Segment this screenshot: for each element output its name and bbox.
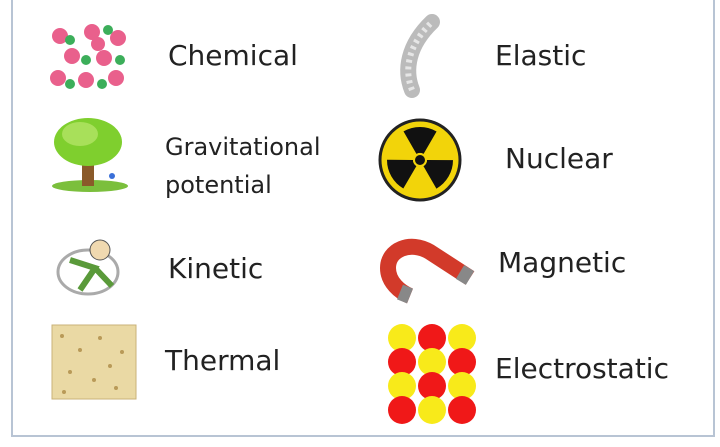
energy-label: Chemical — [168, 39, 298, 72]
energy-label: Electrostatic — [495, 352, 669, 385]
energy-label: Gravitational — [165, 133, 321, 161]
energy-label: potential — [165, 171, 272, 199]
nuclear-icon — [380, 120, 460, 200]
energy-label: Elastic — [495, 39, 586, 72]
energy-label: Thermal — [164, 344, 280, 377]
electrostatic-icon — [388, 324, 476, 424]
thermal-icon — [52, 325, 136, 399]
energy-label: Nuclear — [505, 142, 613, 175]
energy-types-panel: Chemical Elastic Gravitational potential Nuc… — [0, 0, 720, 447]
energy-label: Magnetic — [498, 246, 626, 279]
energy-label: Kinetic — [168, 252, 263, 285]
